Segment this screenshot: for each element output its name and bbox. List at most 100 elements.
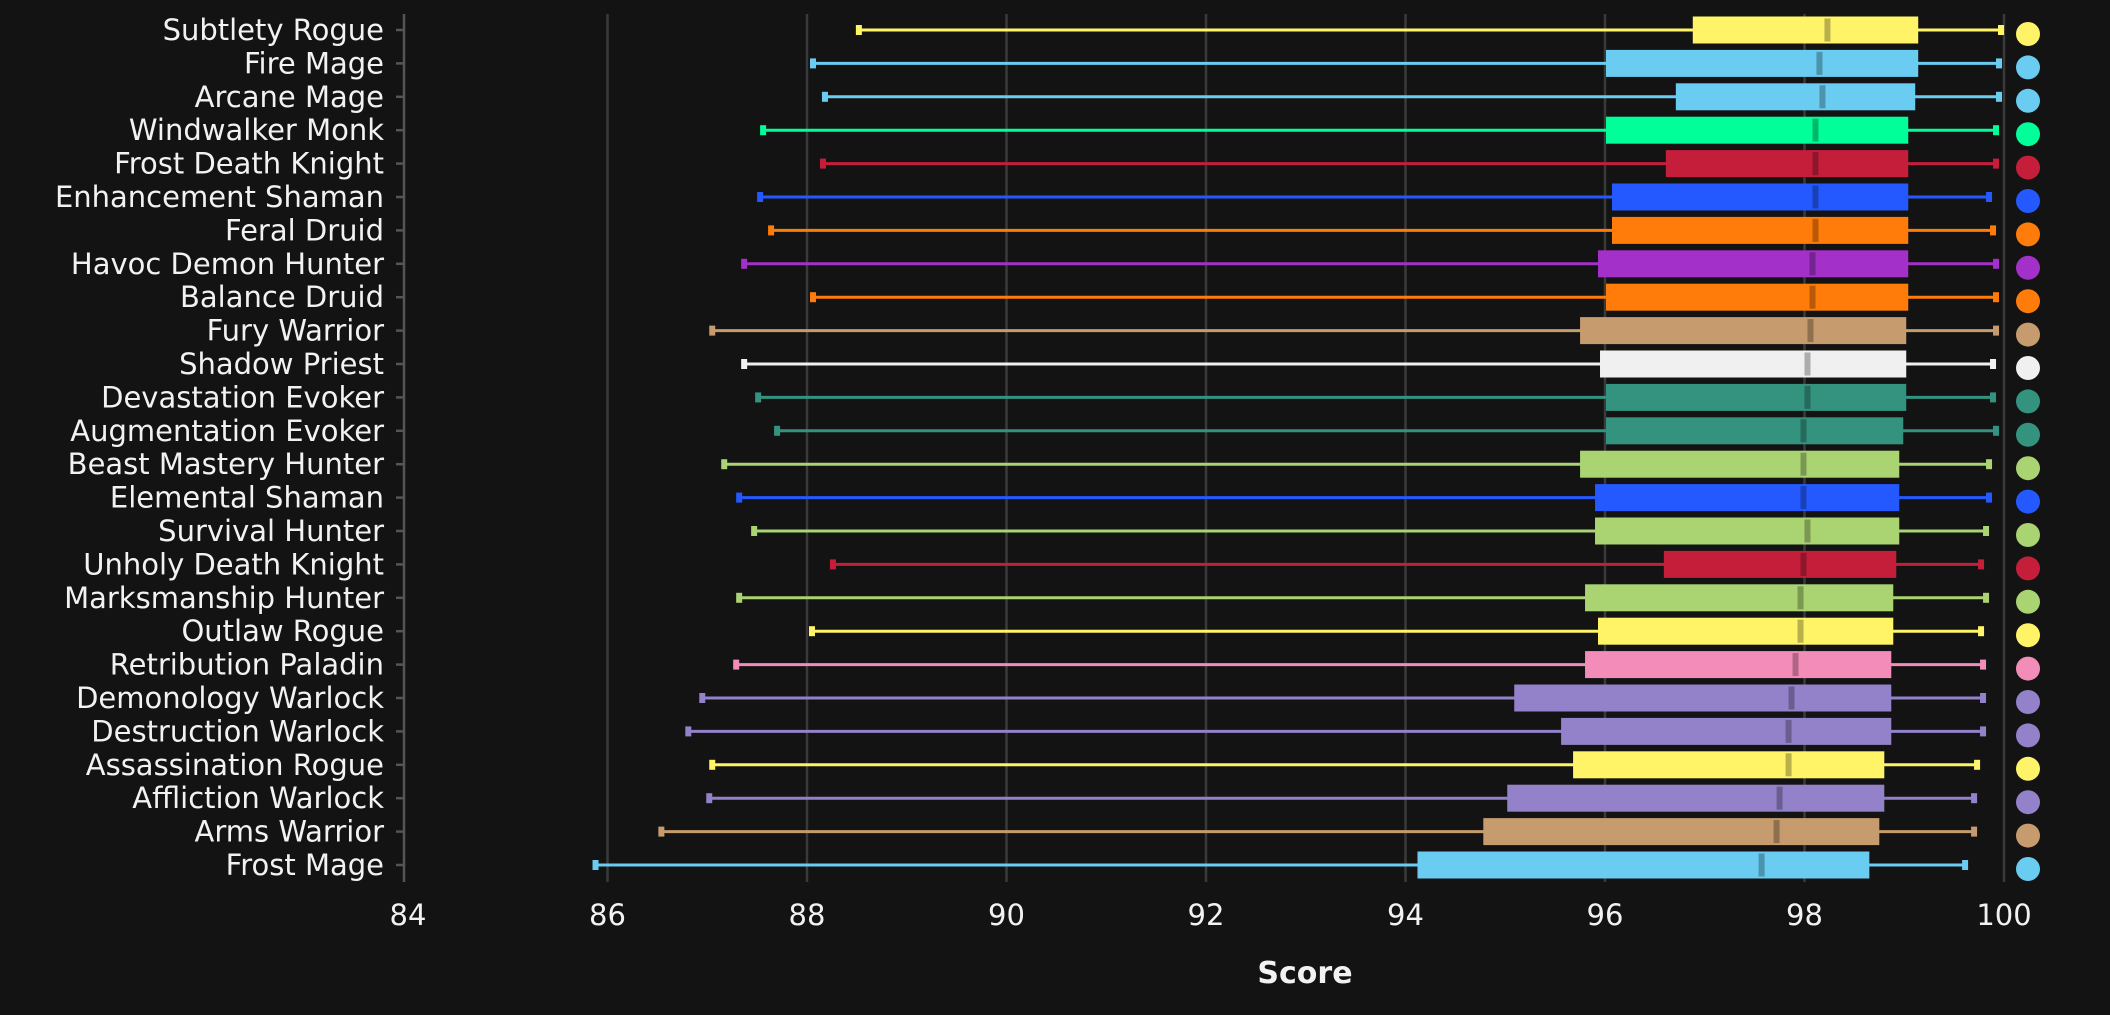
median-marker bbox=[1800, 452, 1807, 476]
whisker-min-cap bbox=[733, 659, 740, 670]
box-row bbox=[741, 250, 2040, 280]
iqr-box bbox=[1595, 517, 1900, 545]
class-color-dot bbox=[2016, 122, 2040, 147]
iqr-box bbox=[1611, 183, 1909, 211]
median-marker bbox=[1809, 252, 1816, 276]
class-color-dot bbox=[2016, 489, 2040, 514]
median-marker bbox=[1785, 753, 1792, 777]
box-row bbox=[757, 183, 2040, 213]
y-category-label: Arms Warrior bbox=[195, 815, 385, 849]
whisker-min-cap bbox=[819, 158, 826, 169]
whisker-min-cap bbox=[829, 559, 836, 570]
x-tick-label: 86 bbox=[589, 898, 626, 932]
box-row bbox=[768, 216, 2040, 247]
box-row bbox=[809, 49, 2040, 80]
y-category-label: Affliction Warlock bbox=[132, 781, 384, 815]
whisker-min-cap bbox=[755, 392, 762, 403]
iqr-box bbox=[1598, 250, 1909, 278]
median-marker bbox=[1812, 218, 1819, 242]
class-color-dot bbox=[2016, 456, 2040, 481]
median-marker bbox=[1804, 519, 1811, 543]
whisker-max-cap bbox=[1974, 759, 1981, 770]
median-marker bbox=[1804, 385, 1811, 409]
iqr-box bbox=[1573, 751, 1885, 779]
whisker-min-cap bbox=[721, 459, 728, 470]
class-color-dot bbox=[2016, 723, 2040, 748]
box-row bbox=[592, 851, 2040, 881]
iqr-box bbox=[1605, 283, 1909, 311]
y-category-label: Fire Mage bbox=[244, 46, 384, 80]
median-marker bbox=[1812, 118, 1819, 142]
box-row bbox=[709, 751, 2040, 781]
iqr-box bbox=[1663, 550, 1897, 578]
iqr-box bbox=[1417, 851, 1870, 879]
box-row bbox=[751, 517, 2040, 547]
iqr-box bbox=[1561, 717, 1892, 745]
class-color-dot bbox=[2016, 22, 2040, 46]
iqr-box bbox=[1692, 16, 1919, 44]
box-row bbox=[755, 383, 2040, 414]
whisker-max-cap bbox=[1996, 91, 2003, 102]
x-tick-label: 88 bbox=[789, 898, 826, 932]
iqr-box bbox=[1665, 150, 1909, 178]
whisker-min-cap bbox=[709, 325, 716, 336]
iqr-box bbox=[1605, 49, 1919, 77]
y-category-label: Frost Death Knight bbox=[114, 147, 384, 181]
iqr-box bbox=[1514, 684, 1892, 712]
median-marker bbox=[1807, 319, 1814, 343]
whisker-min-cap bbox=[709, 759, 716, 770]
median-marker bbox=[1816, 51, 1823, 75]
y-category-label: Augmentation Evoker bbox=[70, 414, 384, 448]
whisker-min-cap bbox=[685, 726, 692, 737]
iqr-box bbox=[1580, 317, 1907, 345]
whisker-max-cap bbox=[1986, 492, 1993, 503]
class-color-dot bbox=[2016, 690, 2040, 714]
box-row bbox=[658, 818, 2040, 848]
median-marker bbox=[1792, 653, 1799, 677]
y-category-label: Outlaw Rogue bbox=[181, 614, 384, 648]
box-row bbox=[699, 684, 2040, 714]
box-row bbox=[819, 150, 2040, 180]
whisker-min-cap bbox=[809, 292, 816, 303]
y-category-label: Havoc Demon Hunter bbox=[71, 247, 384, 281]
whisker-min-cap bbox=[809, 58, 816, 69]
y-category-label: Fury Warrior bbox=[207, 314, 385, 348]
class-color-dot bbox=[2016, 322, 2040, 347]
box-row bbox=[706, 784, 2040, 815]
y-category-label: Frost Mage bbox=[226, 848, 384, 882]
box-row bbox=[685, 717, 2040, 748]
median-marker bbox=[1797, 586, 1804, 610]
median-marker bbox=[1800, 486, 1807, 510]
class-color-dot bbox=[2016, 589, 2040, 614]
whisker-max-cap bbox=[1971, 826, 1978, 837]
whisker-max-cap bbox=[1980, 693, 1987, 703]
whisker-min-cap bbox=[741, 359, 748, 369]
whisker-min-cap bbox=[774, 425, 781, 436]
y-category-label: Shadow Priest bbox=[179, 347, 384, 381]
box-row bbox=[709, 317, 2040, 347]
box-row bbox=[736, 484, 2040, 514]
x-tick-label: 84 bbox=[390, 898, 427, 932]
y-category-label: Windwalker Monk bbox=[129, 113, 384, 147]
whisker-max-cap bbox=[1986, 459, 1993, 470]
x-tick-label: 100 bbox=[1976, 898, 2031, 932]
iqr-box bbox=[1595, 484, 1900, 512]
class-color-dot bbox=[2016, 857, 2040, 881]
class-color-dot bbox=[2016, 422, 2040, 447]
median-marker bbox=[1812, 185, 1819, 209]
whisker-max-cap bbox=[1996, 58, 2003, 69]
y-category-label: Destruction Warlock bbox=[91, 714, 384, 748]
whisker-min-cap bbox=[658, 826, 665, 837]
whisker-max-cap bbox=[1990, 359, 1997, 369]
x-tick-label: 90 bbox=[988, 898, 1025, 932]
whisker-max-cap bbox=[1980, 726, 1987, 737]
whisker-max-cap bbox=[1978, 626, 1985, 637]
whisker-max-cap bbox=[1993, 258, 2000, 269]
class-color-dot bbox=[2016, 790, 2040, 815]
iqr-box bbox=[1605, 417, 1904, 445]
median-marker bbox=[1776, 786, 1783, 810]
class-color-dot bbox=[2016, 556, 2040, 581]
whisker-max-cap bbox=[1983, 592, 1990, 603]
iqr-box bbox=[1598, 617, 1894, 645]
